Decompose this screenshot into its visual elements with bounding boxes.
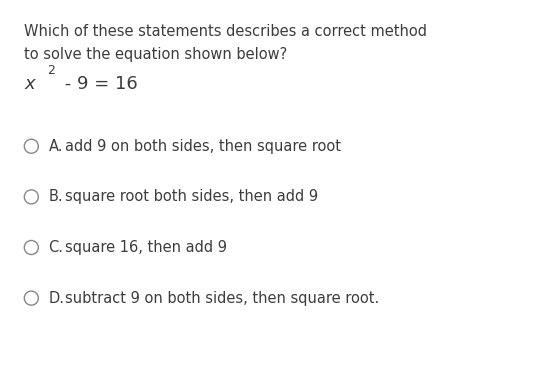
Text: add 9 on both sides, then square root: add 9 on both sides, then square root	[65, 139, 341, 154]
Text: subtract 9 on both sides, then square root.: subtract 9 on both sides, then square ro…	[65, 291, 379, 306]
Text: square 16, then add 9: square 16, then add 9	[65, 240, 227, 255]
Text: square root both sides, then add 9: square root both sides, then add 9	[65, 189, 318, 204]
Text: - 9 = 16: - 9 = 16	[59, 75, 138, 93]
Text: C.: C.	[49, 240, 64, 255]
Text: 2: 2	[47, 64, 55, 77]
Text: to solve the equation shown below?: to solve the equation shown below?	[24, 47, 288, 62]
Text: B.: B.	[49, 189, 63, 204]
Text: A.: A.	[49, 139, 63, 154]
Text: x: x	[24, 75, 35, 93]
Text: Which of these statements describes a correct method: Which of these statements describes a co…	[24, 24, 427, 39]
Text: D.: D.	[49, 291, 65, 306]
